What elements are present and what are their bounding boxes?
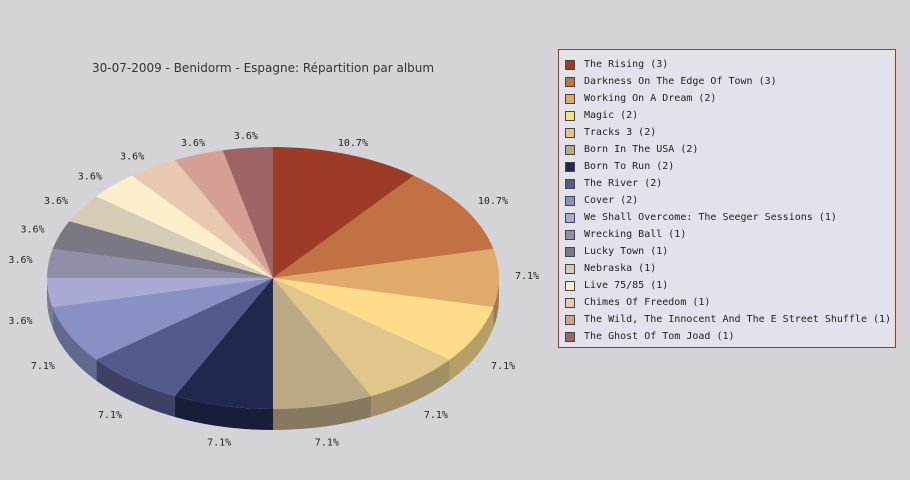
pie-pct-label-4: 7.1% [424, 410, 448, 421]
pie-slice-0 [273, 147, 414, 278]
legend-item: The Rising (3) [565, 56, 895, 73]
pie-side-2 [493, 278, 499, 329]
legend-swatch [565, 297, 575, 308]
legend-swatch [565, 229, 575, 240]
legend-swatch [565, 246, 575, 257]
pie-pct-label-10: 3.6% [8, 255, 32, 266]
legend-item: Darkness On The Edge Of Town (3) [565, 73, 895, 90]
legend-swatch [565, 59, 575, 70]
legend-item: Lucky Town (1) [565, 243, 895, 260]
pie-pct-label-2: 7.1% [515, 271, 539, 282]
legend-item: Working On A Dream (2) [565, 90, 895, 107]
legend-swatch [565, 263, 575, 274]
pie-side-5 [273, 396, 372, 430]
legend-label: Live 75/85 (1) [584, 280, 669, 291]
pie-slice-7 [96, 278, 273, 397]
legend-label: Chimes Of Freedom (1) [584, 297, 711, 308]
legend-label: Nebraska (1) [584, 263, 657, 274]
legend-label: The Rising (3) [584, 59, 669, 70]
pie-slice-6 [174, 278, 273, 409]
pie-pct-label-7: 7.1% [98, 410, 122, 421]
legend-item: Wrecking Ball (1) [565, 226, 895, 243]
pie-slice-13 [96, 175, 273, 278]
pie-side-6 [174, 396, 273, 430]
pie-side-7 [96, 359, 175, 418]
pie-pct-label-11: 3.6% [20, 224, 44, 235]
legend-swatch [565, 144, 575, 155]
pie-pct-label-1: 10.7% [478, 196, 508, 207]
legend-label: The Ghost Of Tom Joad (1) [584, 331, 735, 342]
legend-swatch [565, 178, 575, 189]
legend-label: Born To Run (2) [584, 161, 675, 172]
pie-slice-15 [174, 150, 273, 278]
pie-slice-3 [273, 278, 494, 360]
pie-slice-9 [47, 278, 273, 308]
legend-label: The Wild, The Innocent And The E Street … [584, 314, 892, 325]
pie-side-3 [449, 307, 494, 381]
pie-pct-label-13: 3.6% [78, 171, 102, 182]
chart-title: 30-07-2009 - Benidorm - Espagne: Réparti… [92, 61, 435, 75]
legend-item: Tracks 3 (2) [565, 124, 895, 141]
pie-top-group [47, 147, 499, 409]
pie-slice-14 [132, 159, 273, 278]
pie-labels: 10.7% 10.7% 7.1% 7.1% 7.1% 7.1% 7.1% 7.1% 7.1% 3.… [8, 131, 539, 449]
pie-slice-10 [47, 248, 273, 278]
legend-label: Born In The USA (2) [584, 144, 699, 155]
legend-item: Chimes Of Freedom (1) [565, 294, 895, 311]
legend-swatch [565, 161, 575, 172]
pie-slice-5 [273, 278, 372, 409]
legend-swatch [565, 314, 575, 325]
pie-pct-label-15: 3.6% [181, 138, 205, 149]
pie-slice-16 [222, 147, 273, 278]
legend-item: The Wild, The Innocent And The E Street … [565, 311, 895, 328]
legend-label: Magic (2) [584, 110, 639, 121]
pie-pct-label-6: 7.1% [207, 437, 231, 448]
pie-pct-label-3: 7.1% [491, 361, 515, 372]
legend-item: The River (2) [565, 175, 895, 192]
pie-slice-12 [69, 196, 273, 278]
legend-item: Born In The USA (2) [565, 141, 895, 158]
legend-label: Tracks 3 (2) [584, 127, 657, 138]
pie-side-9 [47, 278, 53, 329]
legend-item: Magic (2) [565, 107, 895, 124]
legend-item: Nebraska (1) [565, 260, 895, 277]
pie-pct-label-9: 3.6% [8, 316, 32, 327]
pie-slice-11 [52, 221, 273, 278]
legend-item: Born To Run (2) [565, 158, 895, 175]
legend-label: Wrecking Ball (1) [584, 229, 687, 240]
legend-label: Working On A Dream (2) [584, 93, 717, 104]
legend-swatch [565, 331, 575, 342]
pie-pct-label-0: 10.7% [338, 138, 368, 149]
pie-side-8 [52, 307, 97, 381]
pie-pct-label-12: 3.6% [44, 196, 68, 207]
legend-label: We Shall Overcome: The Seeger Sessions (… [584, 212, 837, 223]
pie-pct-label-14: 3.6% [120, 152, 144, 163]
pie-pct-label-16: 3.6% [234, 131, 258, 142]
pie-pct-label-5: 7.1% [315, 437, 339, 448]
legend-swatch [565, 127, 575, 138]
legend-label: Lucky Town (1) [584, 246, 669, 257]
legend-swatch [565, 212, 575, 223]
pie-slice-1 [273, 175, 494, 278]
legend-label: The River (2) [584, 178, 663, 189]
chart-legend: The Rising (3) Darkness On The Edge Of To… [558, 49, 896, 348]
legend-item: Cover (2) [565, 192, 895, 209]
legend-swatch [565, 280, 575, 291]
pie-slice-4 [273, 278, 450, 397]
legend-swatch [565, 93, 575, 104]
legend-label: Darkness On The Edge Of Town (3) [584, 76, 777, 87]
legend-swatch [565, 195, 575, 206]
pie-side-group [47, 278, 499, 430]
legend-item: The Ghost Of Tom Joad (1) [565, 328, 895, 345]
legend-item: Live 75/85 (1) [565, 277, 895, 294]
legend-swatch [565, 110, 575, 121]
legend-swatch [565, 76, 575, 87]
pie-pct-label-8: 7.1% [31, 361, 55, 372]
legend-label: Cover (2) [584, 195, 639, 206]
legend-item: We Shall Overcome: The Seeger Sessions (… [565, 209, 895, 226]
pie-slice-2 [273, 248, 499, 308]
pie-side-4 [371, 359, 450, 418]
pie-slice-8 [52, 278, 273, 360]
